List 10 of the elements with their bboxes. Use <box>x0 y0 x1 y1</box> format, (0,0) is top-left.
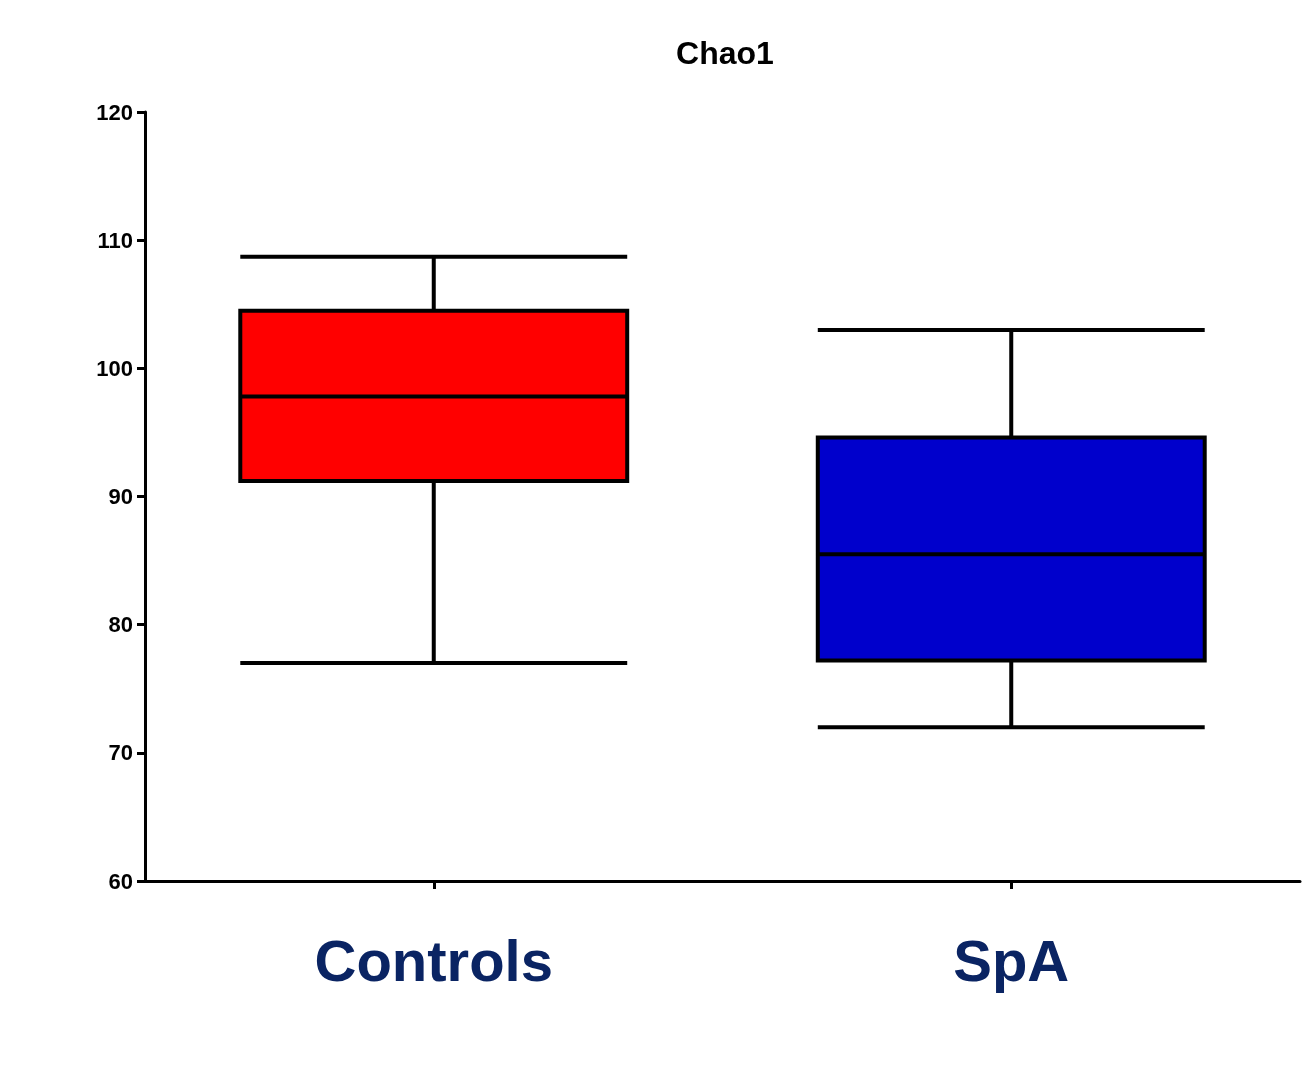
y-tick-label: 70 <box>108 740 133 766</box>
y-tick-label: 120 <box>96 99 133 125</box>
y-tick-label: 100 <box>96 355 133 381</box>
y-tick-label: 80 <box>108 612 133 638</box>
chart-title: Chao1 <box>676 35 774 71</box>
y-tick-label: 110 <box>97 227 133 253</box>
y-tick-label: 60 <box>108 868 133 894</box>
x-tick-label: Controls <box>314 927 553 993</box>
y-tick-label: 90 <box>108 484 133 509</box>
x-tick-label: SpA <box>953 927 1070 993</box>
